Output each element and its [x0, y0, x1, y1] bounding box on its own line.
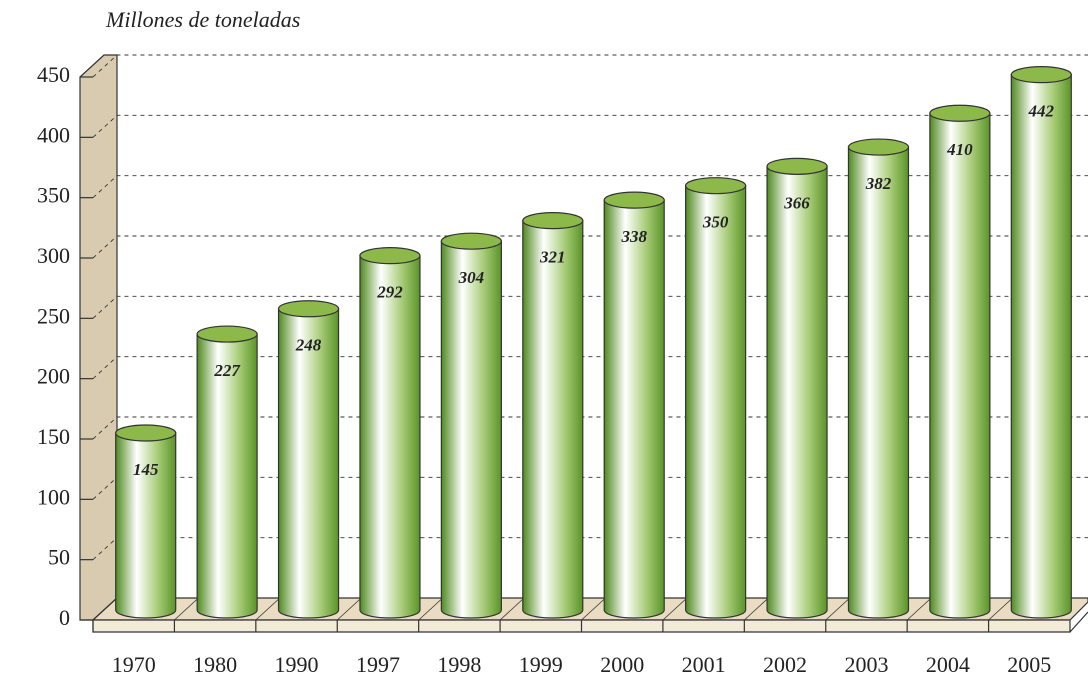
bar-top — [1010, 66, 1072, 84]
value-label: 248 — [295, 336, 322, 355]
bar-top — [685, 177, 747, 195]
bar — [766, 165, 828, 619]
value-label: 321 — [539, 248, 566, 267]
grid-line — [92, 295, 1088, 319]
grid-line — [92, 175, 1088, 198]
bar-top — [196, 325, 258, 343]
floor-separator — [744, 597, 769, 621]
x-tick-label: 1990 — [275, 652, 319, 677]
floor-separator — [906, 597, 932, 621]
floor-separator — [499, 597, 525, 621]
value-label: 442 — [1028, 102, 1055, 121]
x-tick-label: 2003 — [844, 652, 888, 677]
y-tick-label: 200 — [37, 364, 70, 389]
bar-top — [277, 300, 340, 318]
bar-top — [929, 104, 991, 122]
bar-top — [440, 232, 502, 250]
x-tick-label: 1998 — [437, 652, 481, 677]
x-tick-label: 2004 — [926, 652, 970, 677]
x-tick-label: 2005 — [1007, 652, 1051, 677]
grid-line — [92, 416, 1088, 440]
floor-separator — [92, 597, 118, 621]
value-label: 382 — [865, 174, 892, 193]
grid-line — [92, 356, 1088, 379]
grid-line — [92, 114, 1088, 138]
floor-separator — [662, 597, 688, 621]
y-tick-label: 300 — [37, 243, 70, 268]
value-label: 292 — [376, 283, 403, 302]
bar-top — [359, 247, 421, 265]
value-label: 227 — [213, 361, 241, 380]
bar-top — [522, 212, 584, 230]
x-tick-label: 1997 — [356, 652, 400, 677]
floor-separator — [255, 597, 281, 621]
floor-separator — [825, 597, 851, 621]
floor-separator — [988, 597, 1013, 621]
value-label: 410 — [946, 140, 973, 159]
y-tick-label: 450 — [37, 62, 70, 87]
bar — [847, 146, 910, 619]
y-tick-label: 250 — [37, 303, 70, 328]
x-tick-label: 2000 — [600, 652, 644, 677]
x-tick-label: 2002 — [763, 652, 807, 677]
value-label: 338 — [620, 227, 647, 246]
y-tick-label: 400 — [37, 122, 70, 147]
floor-separator — [418, 597, 443, 621]
bar-top — [766, 157, 828, 175]
y-tick-label: 350 — [37, 183, 70, 208]
value-label: 366 — [783, 193, 810, 212]
bar — [115, 432, 177, 619]
floor-separator — [581, 597, 606, 621]
y-tick-label: 100 — [37, 484, 70, 509]
bar — [1010, 74, 1072, 619]
bar — [440, 240, 502, 619]
bar — [359, 255, 421, 619]
bar — [685, 185, 747, 619]
bar-top — [847, 138, 910, 156]
grid-line — [92, 54, 1088, 78]
floor-edge — [1069, 611, 1088, 633]
bar — [277, 308, 340, 619]
bar — [522, 220, 584, 619]
x-tick-label: 1999 — [519, 652, 563, 677]
value-label: 145 — [133, 460, 159, 479]
y-tick-label: 150 — [37, 424, 70, 449]
back-wall — [79, 54, 118, 621]
x-tick-label: 2001 — [682, 652, 726, 677]
bar — [196, 333, 258, 619]
axis-title: Millones de toneladas — [105, 7, 300, 32]
x-tick-label: 1980 — [193, 652, 237, 677]
bar-top — [603, 191, 665, 209]
y-tick-label: 50 — [48, 545, 70, 570]
grid-line — [92, 235, 1088, 259]
bar-top — [115, 424, 177, 442]
value-label: 350 — [702, 213, 729, 232]
y-tick-label: 0 — [59, 605, 70, 630]
floor-separator — [174, 597, 199, 621]
bar — [929, 112, 991, 619]
bar — [603, 199, 665, 619]
floor-separator — [336, 597, 362, 621]
x-tick-label: 1970 — [112, 652, 156, 677]
value-label: 304 — [458, 268, 485, 287]
